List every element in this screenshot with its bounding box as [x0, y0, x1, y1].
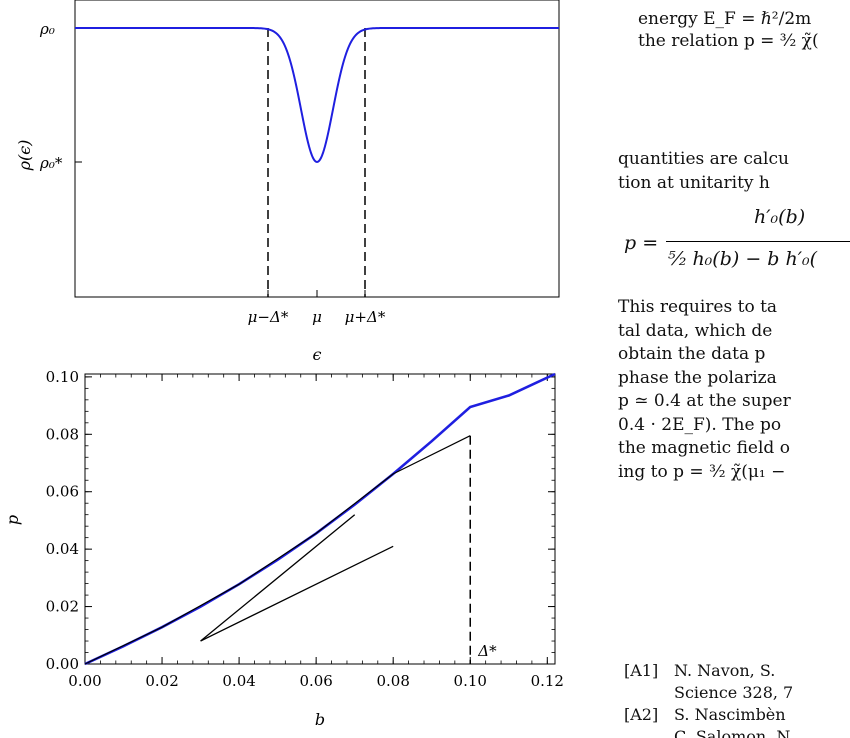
polarization-plot-frame: [84, 373, 556, 665]
paragraph-line: tal data, which de: [618, 320, 773, 341]
reference-a1-tag: [A1]: [624, 661, 659, 680]
density-ytick-rho0star: ρ₀*: [39, 154, 63, 172]
density-y-axis-label: ρ(ϵ): [15, 140, 34, 172]
reference-a1-line1: N. Navon, S.: [674, 661, 776, 680]
density-xtick-label-mid: μ: [312, 308, 322, 326]
x-tick-label: 0.04: [222, 672, 255, 690]
reference-a2-tag: [A2]: [624, 705, 659, 724]
density-x-axis-label: ϵ: [313, 345, 322, 364]
delta-star-label: Δ*: [477, 642, 497, 660]
x-tick-label: 0.08: [376, 672, 409, 690]
density-curve: [75, 27, 559, 164]
y-tick-label: 0.00: [46, 655, 79, 673]
polarization-x-axis-label: b: [315, 710, 325, 729]
tangent-line-low: [200, 545, 394, 642]
text-line-relation: the relation p = ³⁄₂ χ̃(: [638, 31, 819, 51]
equation-numerator: h′₀(b): [754, 206, 806, 228]
reference-a2-line2: C. Salomon, N: [674, 727, 791, 738]
density-xtick-label-left: μ−Δ*: [248, 308, 289, 326]
x-tick-label: 0.02: [145, 672, 178, 690]
y-tick-label: 0.02: [46, 598, 79, 616]
paragraph-line: obtain the data p: [618, 344, 766, 364]
equation-lhs: p =: [624, 232, 659, 254]
polarization-y-axis-label: p: [3, 515, 22, 525]
equation-denominator: ⁵⁄₂ h₀(b) − b h′₀(: [668, 248, 818, 270]
reference-a1-line2: Science 328, 7: [674, 683, 794, 702]
y-tick-label: 0.08: [46, 425, 79, 443]
text-line-unitarity: tion at unitarity h: [618, 173, 770, 193]
y-tick-label: 0.04: [46, 540, 79, 558]
density-chart: ρ₀ ρ₀* μ−Δ* μ μ+Δ* ϵ ρ(ϵ): [15, 0, 560, 364]
paragraph-line: ing to p = ³⁄₂ χ̃(μ₁ −: [618, 461, 786, 482]
paragraph-line: p ≃ 0.4 at the super: [618, 391, 791, 411]
paragraph-line: phase the polariza: [618, 367, 777, 388]
paragraph-line: This requires to ta: [618, 297, 778, 317]
text-line-energy: energy E_F = ℏ²/2m: [638, 9, 812, 29]
x-tick-label: 0.06: [299, 672, 332, 690]
x-tick-label: 0.12: [531, 672, 564, 690]
reference-a2-line1: S. Nascimbèn: [674, 705, 786, 724]
density-plot-frame: [74, 0, 560, 298]
y-tick-label: 0.10: [46, 370, 79, 386]
polarization-fit-curve: [84, 435, 471, 665]
density-xtick-label-right: μ+Δ*: [345, 308, 386, 326]
tangent-line-high: [200, 514, 356, 642]
equation-fraction-bar: [666, 241, 850, 242]
density-ytick-rho0: ρ₀: [39, 20, 55, 38]
x-tick-label: 0.00: [68, 672, 101, 690]
y-tick-label: 0.06: [46, 483, 79, 501]
x-tick-label: 0.10: [454, 672, 487, 690]
text-line-quantities: quantities are calcu: [618, 149, 789, 169]
paragraph-line: 0.4 · 2E_F). The po: [618, 414, 782, 435]
polarization-chart: Δ* 0.00 0.02 0.04 0.06 0.08 0.10 0.12 0.00 0.02…: [3, 370, 564, 729]
paragraph-line: the magnetic field o: [618, 438, 790, 458]
paper-text-column: energy E_F = ℏ²/2m the relation p = ³⁄₂ …: [614, 0, 850, 738]
polarization-curve: [84, 372, 556, 666]
